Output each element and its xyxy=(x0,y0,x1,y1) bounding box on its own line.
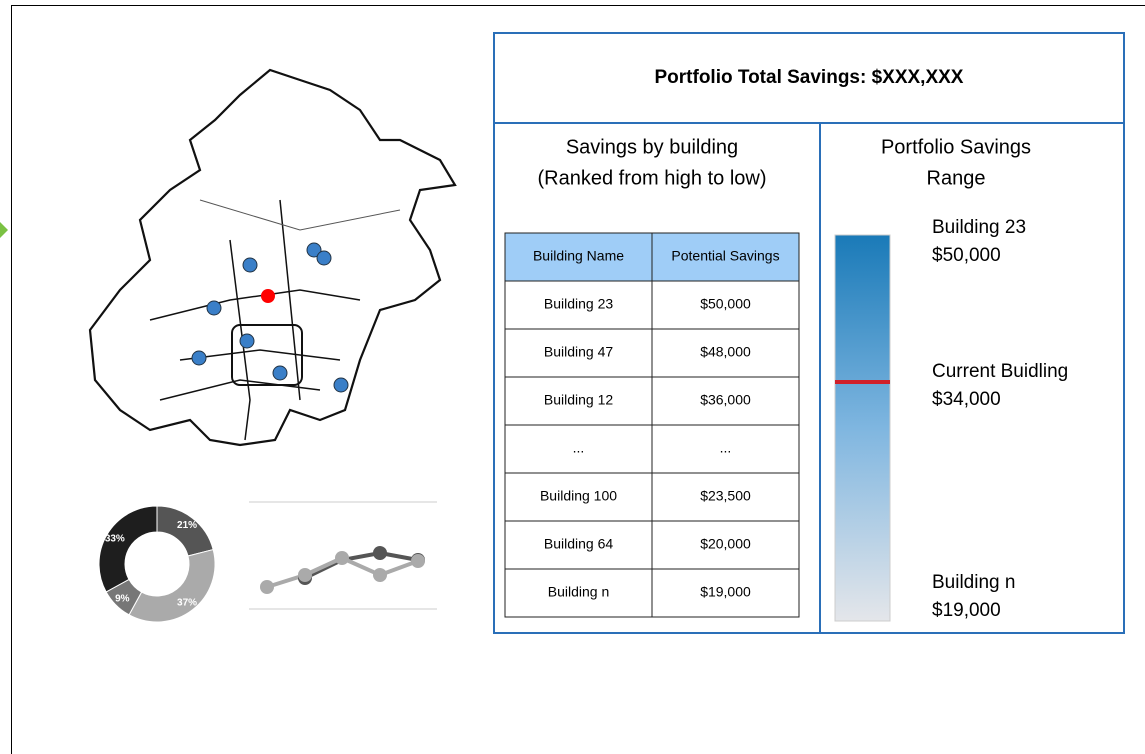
donut-slice xyxy=(98,505,158,593)
panel xyxy=(493,32,1125,634)
ranking-title: Savings by building xyxy=(566,136,738,158)
map-pins xyxy=(191,242,349,393)
range-value: $19,000 xyxy=(932,600,1001,621)
frame xyxy=(11,5,1145,754)
ranking-table: Building Name Potential Savings Building 2… xyxy=(504,232,800,618)
map xyxy=(88,68,457,447)
donut-slice xyxy=(156,505,214,557)
table-cell: Building 100 xyxy=(540,488,617,504)
range-value: $34,000 xyxy=(932,389,1001,410)
donut-slice xyxy=(128,548,216,623)
table-cell: $23,500 xyxy=(700,488,751,504)
donut-chart: 21% 37% 9% 33% xyxy=(98,505,216,623)
table-cell: $19,000 xyxy=(700,584,751,600)
range-title: Range xyxy=(927,167,986,189)
mini-line-chart xyxy=(249,501,437,610)
range-label: Building n xyxy=(932,572,1015,593)
table-cell: ... xyxy=(720,440,732,456)
panel-title: Portfolio Total Savings: $XXX,XXX xyxy=(655,67,964,88)
arrow xyxy=(0,222,8,238)
table-cell: Building 23 xyxy=(544,296,613,312)
range-label: Current Buidling xyxy=(932,361,1068,382)
donut-label: 37% xyxy=(177,597,197,608)
range-title: Portfolio Savings xyxy=(881,136,1031,158)
table-cell: $50,000 xyxy=(700,296,751,312)
table-cell: Building 64 xyxy=(544,536,613,552)
table-cell: $20,000 xyxy=(700,536,751,552)
table-cell: Building n xyxy=(548,584,610,600)
column-header: Potential Savings xyxy=(671,248,779,264)
column-header: Building Name xyxy=(533,248,624,264)
table-cell: ... xyxy=(573,440,585,456)
table-cell: Building 47 xyxy=(544,344,613,360)
donut-label: 21% xyxy=(177,520,197,531)
donut-label: 33% xyxy=(105,534,125,545)
range-bar xyxy=(834,234,891,622)
range-labels: Building 23 $50,000 Current Buidling $34,00… xyxy=(932,217,1068,621)
table-cell: $36,000 xyxy=(700,392,751,408)
range-label: Building 23 xyxy=(932,217,1026,238)
donut-label: 9% xyxy=(115,593,130,604)
table-cell: Building 12 xyxy=(544,392,613,408)
ranking-subtitle: (Ranked from high to low) xyxy=(538,167,767,189)
map-current-pin xyxy=(261,289,275,303)
range-value: $50,000 xyxy=(932,245,1001,266)
table-cell: $48,000 xyxy=(700,344,751,360)
